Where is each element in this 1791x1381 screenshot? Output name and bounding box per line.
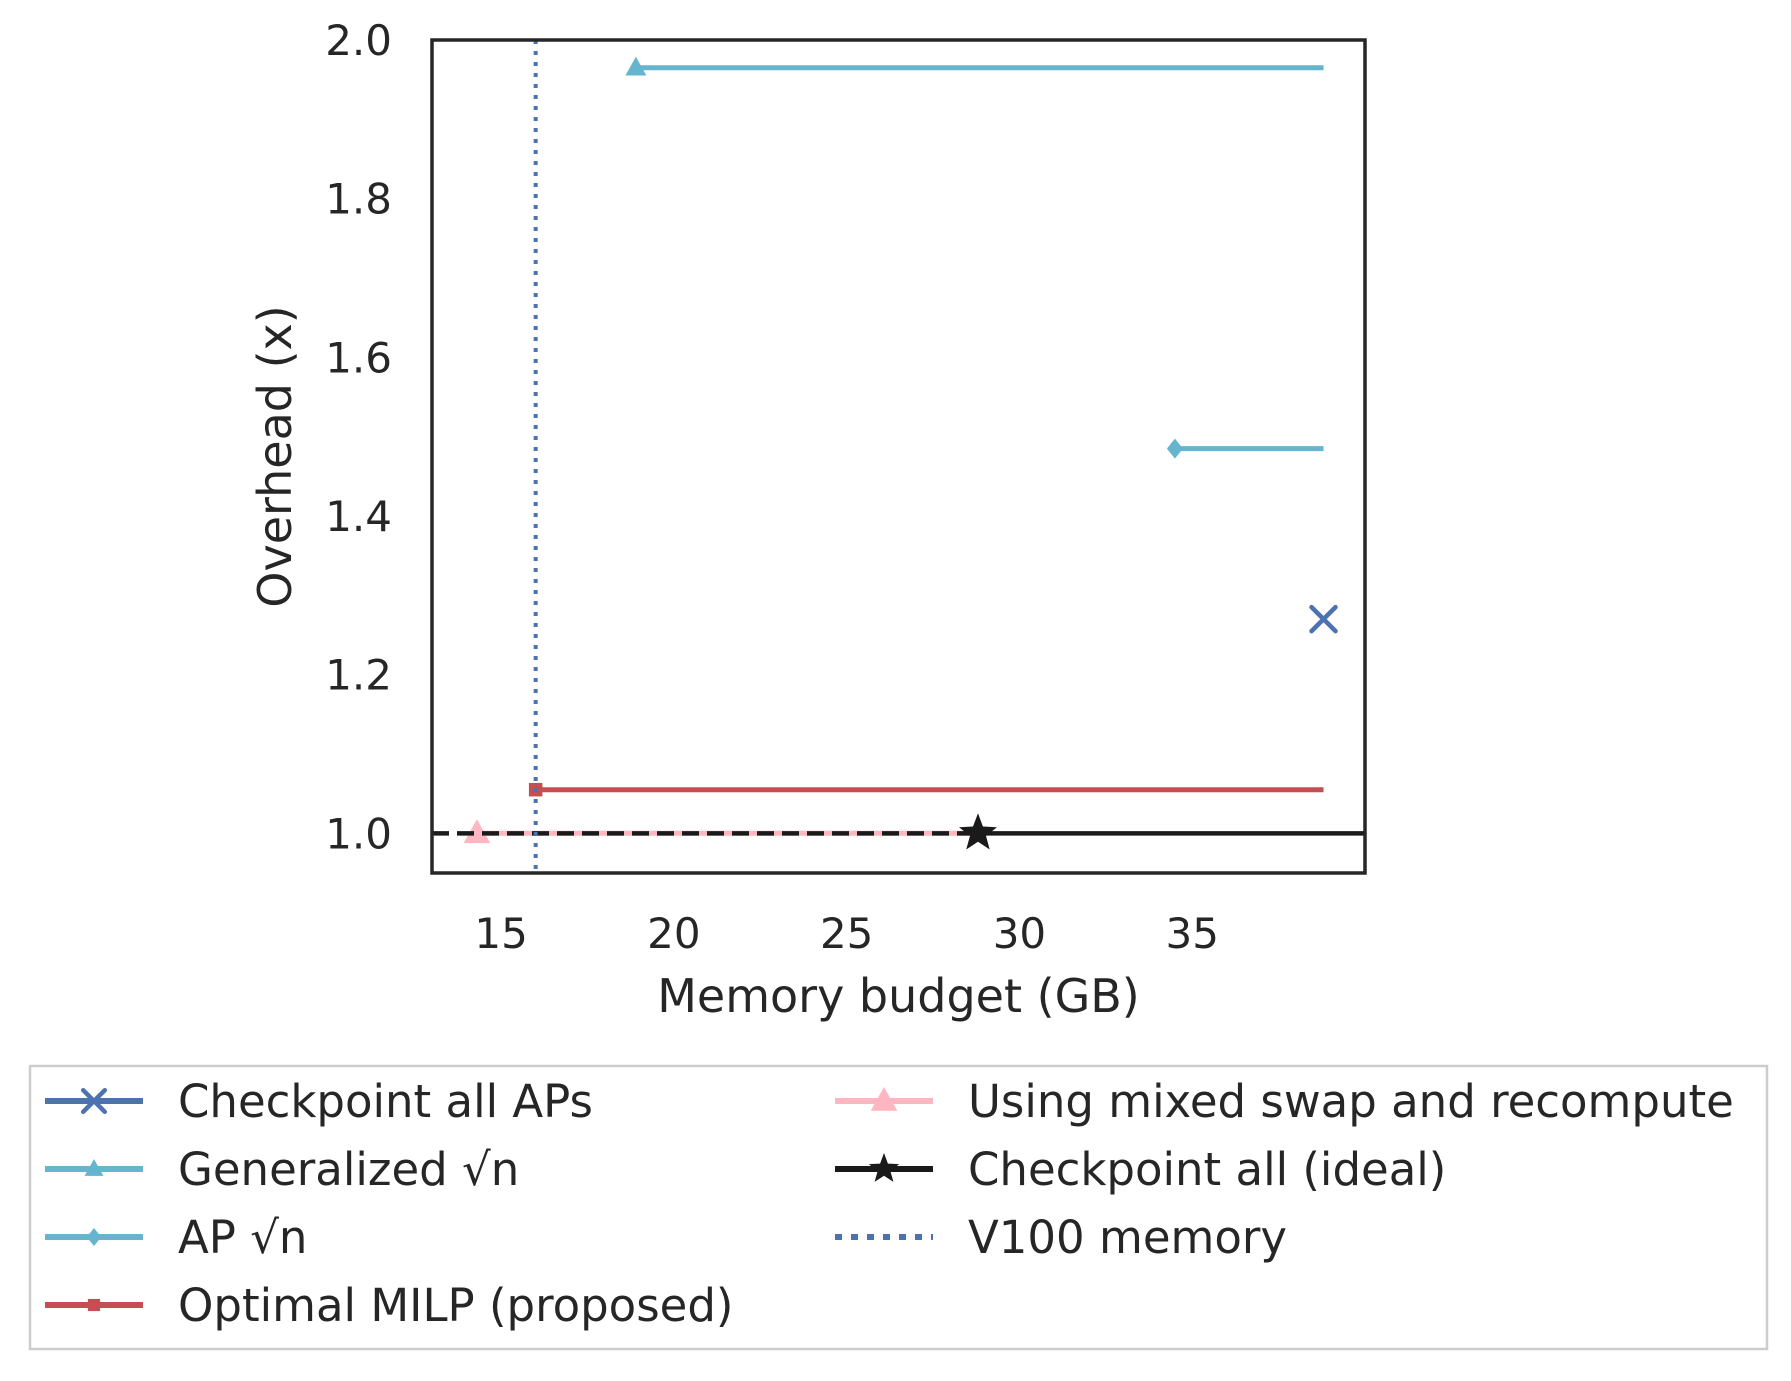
- legend-item-0: Checkpoint all APs: [45, 1075, 593, 1128]
- legend-item-5: Checkpoint all (ideal): [835, 1143, 1446, 1196]
- y-tick-label-3: 1.6: [325, 333, 392, 382]
- x-tick-labels: 15 20 25 30 35: [474, 909, 1219, 958]
- legend-item-3: Optimal MILP (proposed): [45, 1279, 733, 1332]
- series-2: [1166, 438, 1324, 459]
- series-0-marker-0-b: [1309, 604, 1338, 634]
- y-tick-label-4: 1.8: [325, 175, 392, 224]
- x-axis-label: Memory budget (GB): [657, 969, 1140, 1023]
- legend-item-3-label: Optimal MILP (proposed): [178, 1279, 733, 1332]
- legend-item-6: V100 memory: [835, 1211, 1287, 1264]
- legend: Checkpoint all APs Generalized √n AP √n Opt…: [28, 1064, 1769, 1351]
- x-tick-label-2: 25: [820, 909, 873, 958]
- y-tick-label-0: 1.0: [325, 809, 392, 858]
- x-tick-label-0: 15: [474, 909, 527, 958]
- legend-item-4: Using mixed swap and recompute: [835, 1075, 1734, 1128]
- legend-item-2-marker: [86, 1228, 102, 1246]
- y-tick-label-2: 1.4: [325, 492, 392, 541]
- legend-item-0-label: Checkpoint all APs: [178, 1075, 593, 1128]
- y-axis-label: Overhead (x): [248, 305, 302, 607]
- legend-item-0-marker-b: [80, 1087, 108, 1115]
- legend-item-5-label: Checkpoint all (ideal): [968, 1143, 1446, 1196]
- y-tick-labels: 1.0 1.2 1.4 1.6 1.8 2.0: [325, 16, 392, 858]
- legend-item-4-label: Using mixed swap and recompute: [968, 1075, 1734, 1128]
- y-tick-label-5: 2.0: [325, 16, 392, 65]
- x-tick-label-1: 20: [647, 909, 700, 958]
- series-2-marker-0: [1166, 438, 1183, 459]
- legend-item-2-label: AP √n: [178, 1211, 307, 1264]
- series-1-marker-0: [625, 56, 647, 76]
- series-4-marker-0: [463, 819, 491, 844]
- y-tick-label-1: 1.2: [325, 651, 392, 700]
- series-1: [625, 56, 1324, 76]
- legend-item-2: AP √n: [45, 1211, 307, 1264]
- legend-item-1-label: Generalized √n: [178, 1143, 519, 1196]
- legend-item-5-marker: [868, 1153, 900, 1182]
- x-tick-label-3: 30: [993, 909, 1046, 958]
- legend-item-4-marker: [870, 1087, 898, 1111]
- x-tick-label-4: 35: [1165, 909, 1218, 958]
- legend-frame: [28, 1064, 1769, 1351]
- series-3: [528, 782, 1324, 797]
- series-5: [432, 813, 1365, 850]
- series-0: [1309, 604, 1338, 634]
- legend-item-6-label: V100 memory: [968, 1211, 1287, 1264]
- series-5-marker-0: [959, 813, 997, 850]
- legend-item-1: Generalized √n: [45, 1143, 519, 1196]
- series-layer: [432, 40, 1365, 873]
- legend-items: Checkpoint all APs Generalized √n AP √n Opt…: [45, 1075, 1734, 1332]
- legend-item-3-marker: [87, 1298, 101, 1312]
- plot-frame: [430, 38, 1367, 875]
- legend-item-1-marker: [84, 1159, 104, 1176]
